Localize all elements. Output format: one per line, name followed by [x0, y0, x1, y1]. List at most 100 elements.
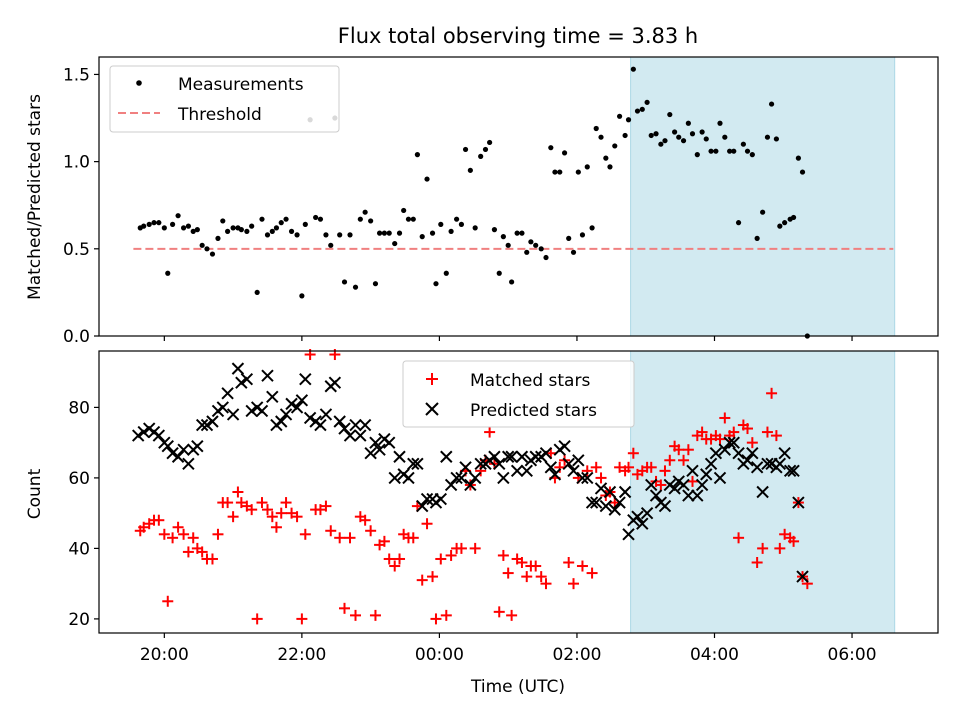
matched-star-point — [475, 465, 487, 477]
predicted-star-point — [544, 461, 558, 474]
matched-star-point — [334, 532, 346, 544]
measurement-point — [768, 101, 775, 107]
top-x-axis — [163, 336, 853, 341]
bottom-legend-box — [402, 360, 635, 428]
measurement-point — [443, 270, 449, 276]
measurement-point — [180, 225, 187, 231]
measurement-point — [190, 228, 196, 234]
predicted-star-point — [200, 418, 214, 432]
measurement-point — [401, 207, 407, 214]
bottom-x-tick-label: 02:00 — [552, 645, 601, 665]
predicted-star-point — [402, 471, 415, 485]
measurement-point — [323, 232, 329, 238]
predicted-star-point — [562, 457, 575, 471]
matched-star-point — [158, 528, 170, 540]
matched-star-point — [383, 553, 395, 565]
matched-star-point — [746, 437, 758, 449]
matched-star-point — [296, 613, 308, 625]
predicted-star-point — [407, 457, 420, 471]
predicted-star-point — [608, 503, 621, 516]
measurement-point — [165, 270, 171, 276]
matched-star-point — [664, 454, 676, 466]
top-y-axis: 0.0 0.5 1.0 1.5 — [63, 65, 99, 347]
matched-star-point — [167, 532, 179, 544]
predicted-star-point — [303, 411, 317, 425]
measurement-point — [199, 242, 205, 248]
matched-star-point — [506, 609, 518, 621]
predicted-star-point — [444, 478, 458, 492]
predicted-star-point — [177, 443, 190, 456]
measurement-point — [777, 223, 783, 229]
predicted-star-point — [686, 464, 699, 478]
predicted-stars-layer — [131, 362, 809, 583]
predicted-star-point — [622, 528, 635, 541]
predicted-star-point — [295, 394, 309, 407]
matched-star-point — [162, 595, 174, 607]
predicted-star-point — [440, 450, 453, 463]
bottom-x-tick-label: 20:00 — [140, 645, 189, 665]
bottom-y-tick-label: 20 — [68, 610, 90, 630]
measurement-point — [764, 134, 771, 140]
predicted-star-point — [131, 429, 145, 442]
predicted-star-point — [520, 464, 533, 478]
predicted-star-point — [718, 443, 732, 456]
measurement-point — [625, 117, 632, 123]
matched-star-point — [733, 532, 745, 544]
measurement-point — [448, 228, 454, 234]
predicted-star-point — [369, 436, 382, 449]
measurement-point — [630, 66, 636, 72]
predicted-star-point — [343, 429, 357, 442]
predicted-star-point — [746, 447, 759, 460]
predicted-star-point — [468, 471, 482, 485]
matched-star-point — [275, 507, 287, 519]
measurement-point — [386, 230, 392, 236]
top-points-layer — [137, 66, 810, 339]
predicted-star-point — [226, 408, 240, 421]
predicted-star-point — [585, 496, 599, 509]
matched-star-point — [365, 525, 377, 537]
matched-star-point — [235, 497, 247, 509]
matched-star-point — [325, 525, 337, 537]
measurement-point — [487, 139, 493, 146]
predicted-star-point — [474, 457, 487, 471]
top-legend-box — [109, 65, 340, 133]
measurement-point — [538, 246, 544, 252]
top-shade-layer — [630, 56, 896, 337]
predicted-star-point — [668, 482, 681, 495]
matched-star-point — [502, 567, 514, 579]
x-axis-label: Time (UTC) — [470, 677, 565, 697]
measurement-point — [454, 216, 460, 222]
measurement-point — [169, 221, 176, 227]
matched-star-point — [299, 528, 311, 540]
predicted-star-point — [338, 422, 351, 435]
matched-star-point — [440, 609, 452, 621]
predicted-star-point — [245, 404, 258, 418]
measurement-point — [146, 221, 152, 227]
predicted-star-point — [161, 439, 174, 453]
predicted-star-point — [152, 429, 166, 442]
predicted-star-point — [796, 570, 809, 583]
measurement-point — [622, 132, 628, 139]
measurement-point — [672, 129, 678, 135]
matched-star-point — [416, 574, 428, 586]
measurement-point — [676, 134, 682, 140]
matched-star-point — [407, 532, 419, 544]
matched-star-point — [389, 560, 401, 572]
measurement-point — [653, 131, 659, 137]
measurement-point — [639, 106, 645, 112]
bottom-x-tick-label: 04:00 — [690, 645, 739, 665]
measurement-point — [273, 225, 280, 231]
measurement-point — [424, 176, 430, 182]
matched-star-point — [196, 546, 208, 558]
matched-star-point — [779, 528, 791, 540]
matched-star-point — [576, 560, 588, 572]
matched-star-point — [270, 521, 282, 533]
matched-star-point — [206, 553, 218, 565]
measurement-point — [575, 169, 581, 175]
measurement-point — [708, 148, 714, 154]
bottom-y-axis-label: Count — [25, 468, 45, 519]
predicted-star-point — [613, 496, 626, 509]
matched-star-point — [623, 461, 635, 473]
top-panel: 0.0 0.5 1.0 1.5 Matched/Predicted stars Mea… — [25, 56, 939, 347]
predicted-star-point — [649, 489, 663, 502]
